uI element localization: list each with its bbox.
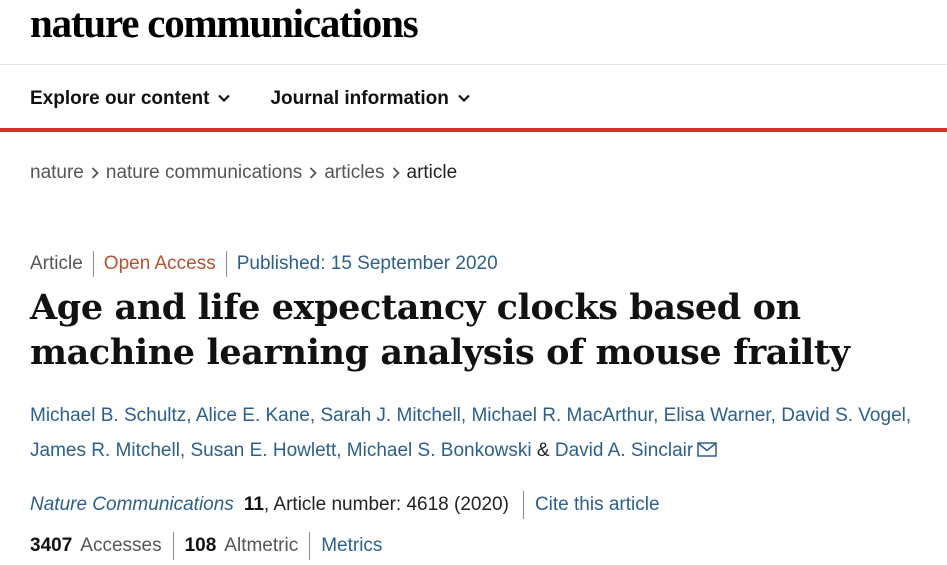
journal-name-link[interactable]: Nature Communications <box>30 494 234 515</box>
meta-divider <box>225 251 227 277</box>
chevron-down-icon <box>218 94 231 102</box>
metrics-link[interactable]: Metrics <box>321 535 383 556</box>
author-link[interactable]: Alice E. Kane <box>195 405 310 426</box>
metrics-divider <box>309 532 311 560</box>
author-link[interactable]: Michael R. MacArthur <box>471 405 654 426</box>
citation-line: Nature Communications 11 , Article numbe… <box>30 490 660 520</box>
chevron-right-icon <box>309 167 318 179</box>
author-list: Michael B. Schultz, Alice E. Kane, Sarah… <box>30 398 930 469</box>
article-meta: Article Open Access Published: 15 Septem… <box>30 250 498 278</box>
accesses-count: 3407 <box>30 535 73 556</box>
meta-divider <box>92 251 94 277</box>
breadcrumb-nature[interactable]: nature <box>30 162 84 183</box>
volume-number: 11 <box>243 494 264 515</box>
breadcrumb-nature-communications[interactable]: nature communications <box>105 162 303 183</box>
altmetric-count: 108 <box>184 535 217 556</box>
nav-explore-label: Explore our content <box>30 88 210 109</box>
chevron-right-icon <box>392 167 400 179</box>
corresponding-author-link[interactable]: David A. Sinclair <box>554 440 694 461</box>
author-link[interactable]: James R. Mitchell <box>30 440 180 461</box>
author-link[interactable]: Elisa Warner <box>663 405 771 426</box>
accesses-label: Accesses <box>80 535 162 556</box>
metrics-divider <box>172 532 174 560</box>
chevron-down-icon <box>458 94 470 102</box>
chevron-right-icon <box>91 167 99 179</box>
published-date: Published: 15 September 2020 <box>236 253 498 274</box>
open-access-label: Open Access <box>103 253 216 274</box>
author-line: Michael B. Schultz, Alice E. Kane, Sarah… <box>30 405 912 426</box>
author-link[interactable]: Michael S. Bonkowski <box>346 440 532 461</box>
main-nav: Explore our content Journal information <box>30 84 510 114</box>
author-link[interactable]: Sarah J. Mitchell <box>320 405 461 426</box>
ampersand: & <box>536 440 550 461</box>
breadcrumb-articles[interactable]: articles <box>324 162 385 183</box>
author-line: James R. Mitchell, Susan E. Howlett, Mic… <box>30 433 930 469</box>
nav-journal-label: Journal information <box>270 88 449 109</box>
metrics-bar: 3407 Accesses 108 Altmetric Metrics <box>30 531 382 561</box>
nav-explore-content[interactable]: Explore our content <box>30 84 231 114</box>
citation-divider <box>522 491 524 519</box>
article-title: Age and life expectancy clocks based on … <box>30 287 850 373</box>
accent-bar <box>0 128 947 132</box>
article-type: Article <box>30 253 83 274</box>
author-link[interactable]: Michael B. Schultz <box>30 405 187 426</box>
nav-journal-information[interactable]: Journal information <box>270 84 470 114</box>
author-link[interactable]: Susan E. Howlett <box>190 440 337 461</box>
email-icon[interactable] <box>697 434 717 469</box>
breadcrumb-article: article <box>406 162 458 183</box>
author-link[interactable]: David S. Vogel <box>781 405 906 426</box>
article-number: , Article number: 4618 (2020) <box>263 494 509 515</box>
journal-logo[interactable]: nature communications <box>30 0 419 46</box>
breadcrumb: nature nature communications articles ar… <box>30 162 457 184</box>
altmetric-label: Altmetric <box>224 535 299 556</box>
header-divider <box>0 64 947 65</box>
cite-this-article-link[interactable]: Cite this article <box>534 494 660 515</box>
